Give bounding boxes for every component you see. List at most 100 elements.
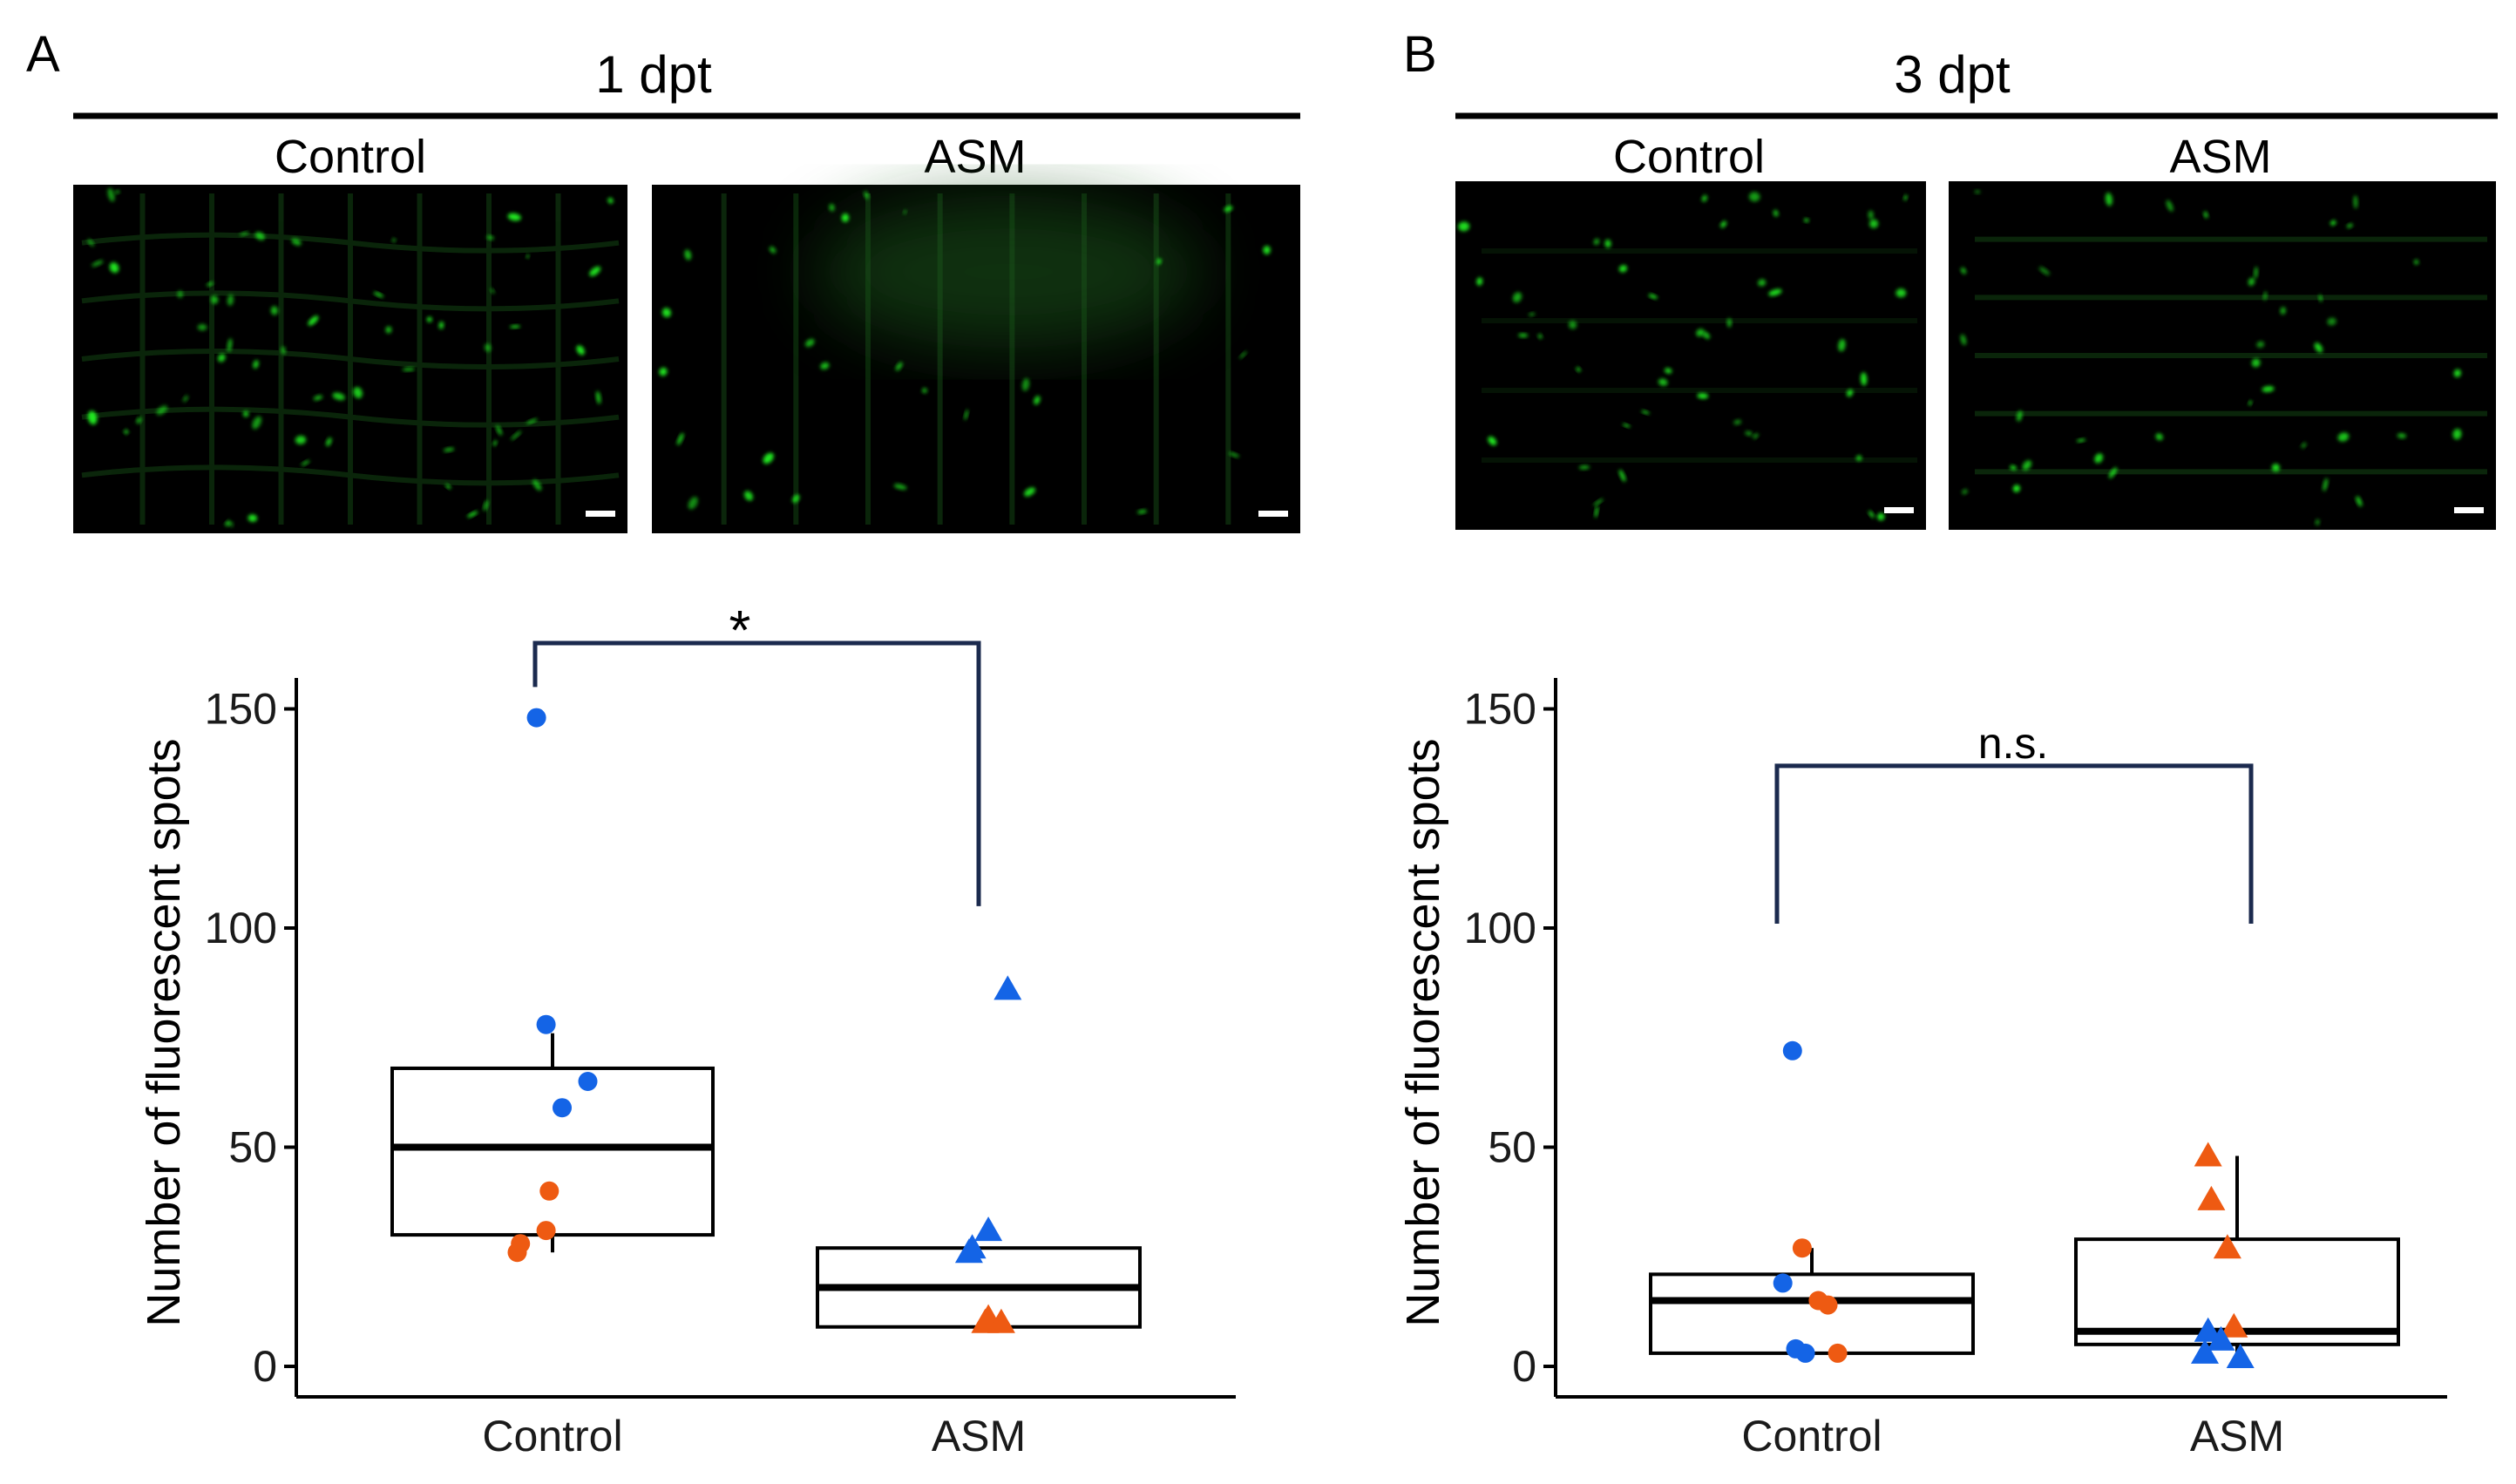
- y-tick-label: 100: [1464, 904, 1536, 952]
- fluorescent-spots: [1960, 190, 2462, 525]
- data-point: [974, 1216, 1003, 1242]
- fluorescent-spot: [1476, 277, 1483, 286]
- fluorescent-spot: [1024, 487, 1035, 497]
- fluorescent-spot: [445, 484, 451, 490]
- fluorescent-spot: [2397, 433, 2407, 439]
- fluorescent-spot: [1733, 419, 1742, 425]
- fluorescent-spot: [87, 239, 95, 247]
- x-tick-label-b-control: Control: [1741, 1412, 1882, 1460]
- fluorescent-spot: [1745, 430, 1753, 437]
- fluorescent-spot: [1593, 238, 1600, 246]
- fluorescent-spot: [2323, 478, 2329, 491]
- fluorescent-spot: [903, 209, 907, 214]
- fluorescent-spot: [182, 395, 188, 403]
- micrograph-a-control: [73, 185, 627, 533]
- fluorescent-spot: [1594, 505, 1598, 518]
- fluorescent-spot: [2353, 195, 2358, 209]
- y-tick-label: 100: [205, 904, 277, 952]
- fluorescent-spot: [2262, 386, 2275, 392]
- box-iqr: [2074, 1237, 2400, 1346]
- fluorescent-spot: [2248, 400, 2252, 406]
- fluorescent-spot: [1960, 267, 1967, 274]
- data-point: [2194, 1142, 2222, 1167]
- data-point: [2207, 1325, 2235, 1351]
- fluorescent-spot: [2251, 358, 2261, 368]
- data-point: [536, 1221, 556, 1241]
- fluorescent-spot: [227, 338, 233, 352]
- y-axis-label-b: Number of fluorescent spots: [1397, 738, 1449, 1326]
- fluorescent-spot: [467, 511, 478, 518]
- fluorescent-spot: [177, 290, 183, 299]
- fluorescent-spot: [1537, 334, 1543, 339]
- fluorescent-spot: [2356, 496, 2363, 507]
- y-ticks-b: 0 50 100 150: [1464, 685, 1556, 1391]
- fluorescent-spot: [2346, 223, 2353, 228]
- fluorescent-spot: [2166, 200, 2174, 212]
- significance-label-a: *: [729, 599, 751, 661]
- fluorescent-spot: [676, 432, 684, 445]
- fluorescent-spot: [684, 249, 692, 261]
- scale-bar: [1884, 507, 1914, 513]
- fluorescent-spot: [270, 306, 278, 315]
- data-point: [507, 1243, 527, 1263]
- fluorescent-spot: [438, 321, 444, 329]
- fluorescent-spot: [2301, 442, 2307, 449]
- fluorescent-spot: [1578, 464, 1590, 470]
- data-point: [2226, 1343, 2255, 1368]
- data-point: [1818, 1295, 1838, 1315]
- plot-a-body: [390, 640, 1142, 1333]
- fluorescent-spot: [510, 325, 520, 329]
- micrograph-a-asm: [652, 185, 1300, 533]
- fluorescent-spot: [301, 460, 310, 466]
- box-iqr: [1649, 1272, 1975, 1355]
- data-point: [1782, 1040, 1802, 1060]
- fluorescent-spot: [769, 246, 777, 254]
- fluorescent-spot: [1239, 351, 1247, 359]
- significance-label-b: n.s.: [1978, 719, 2049, 768]
- fluorescent-spot: [87, 410, 98, 425]
- fluorescent-spot: [1664, 368, 1672, 374]
- fluorescent-spot: [1868, 210, 1874, 220]
- data-point: [2191, 1338, 2219, 1364]
- fluorescent-spot: [2155, 433, 2163, 441]
- fluorescent-spot: [2012, 485, 2021, 492]
- fluorescent-spot: [313, 395, 323, 401]
- fluorescent-spot: [1136, 509, 1148, 514]
- fluorescent-spot: [2314, 342, 2323, 353]
- micrograph-b-control-label: Control: [1613, 131, 1765, 183]
- fluorescent-spot: [1696, 329, 1705, 337]
- fluorescent-spot: [254, 232, 265, 241]
- y-tick-label: 150: [1464, 685, 1536, 734]
- fluorescent-spot: [242, 410, 249, 417]
- fluorescent-spot: [124, 430, 129, 435]
- fluorescent-spot: [1648, 294, 1658, 299]
- fluorescent-spot: [2010, 465, 2017, 471]
- data-point: [553, 1098, 572, 1118]
- fluorescent-spot: [385, 326, 392, 334]
- fluorescent-spot: [1726, 318, 1732, 328]
- fluorescent-spot: [2318, 295, 2323, 302]
- data-point: [1795, 1343, 1815, 1363]
- panel-a: A 1 dpt Control ASM Number of fluorescen…: [26, 26, 1300, 1460]
- fluorescent-spot: [483, 500, 489, 512]
- fluorescent-spot: [92, 260, 104, 267]
- fluorescent-spot: [391, 238, 397, 242]
- fluorescent-spot: [197, 323, 207, 331]
- data-point: [2220, 1312, 2248, 1338]
- plot-a: Number of fluorescent spots 0 50 100 150 Co…: [138, 599, 1236, 1460]
- data-point: [536, 1014, 556, 1034]
- fluorescent-spot: [1701, 194, 1707, 202]
- significance-bracket: [532, 640, 981, 906]
- y-axis-label-a: Number of fluorescent spots: [138, 738, 190, 1326]
- fluorescent-spot: [895, 362, 903, 371]
- data-point: [539, 1181, 559, 1201]
- fluorescent-spot: [332, 392, 345, 401]
- fluorescent-spot: [426, 316, 432, 322]
- fluorescent-spot: [291, 238, 302, 246]
- fluorescent-spot: [1702, 331, 1711, 340]
- fluorescent-spot: [743, 491, 754, 501]
- fluorescent-spot: [402, 367, 416, 371]
- y-tick-label: 0: [253, 1342, 277, 1391]
- data-point: [1792, 1238, 1812, 1258]
- scale-bar: [586, 511, 615, 517]
